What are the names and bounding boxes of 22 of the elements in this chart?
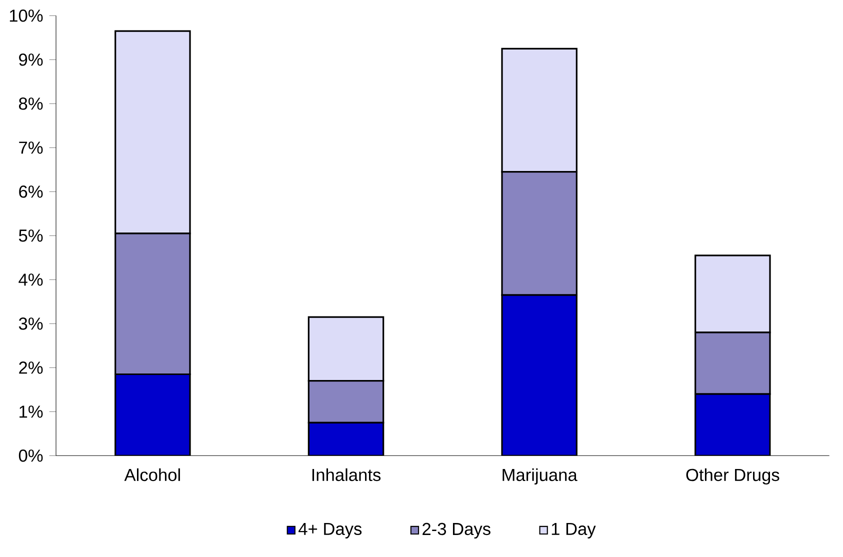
x-tick-label: Marijuana [502,468,578,485]
x-tick-label: Alcohol [124,468,180,482]
y-tick-label: 9% [19,54,43,66]
y-tick-label: 1% [20,406,43,418]
y-tick-label: 5% [18,230,43,242]
legend-label: 1 Day [552,522,596,538]
y-tick-label: 7% [19,142,43,154]
bar [501,294,578,456]
bar [694,393,771,456]
y-tick-label: 3% [18,318,43,330]
bar [308,422,384,456]
y-tick-label: 0% [18,450,43,462]
y-tick-label: 2% [19,362,43,374]
bar [114,373,191,456]
y-tick-label: 4% [18,274,43,286]
legend-label: 4+ Days [298,522,362,538]
y-tick-label: 10% [10,10,43,22]
x-tick-label: Other Drugs [686,468,780,485]
legend-label: 2-3 Days [422,522,490,539]
x-tick-label: Inhalants [312,468,381,482]
y-tick-label: 6% [19,186,43,198]
y-tick-label: 8% [19,98,43,110]
